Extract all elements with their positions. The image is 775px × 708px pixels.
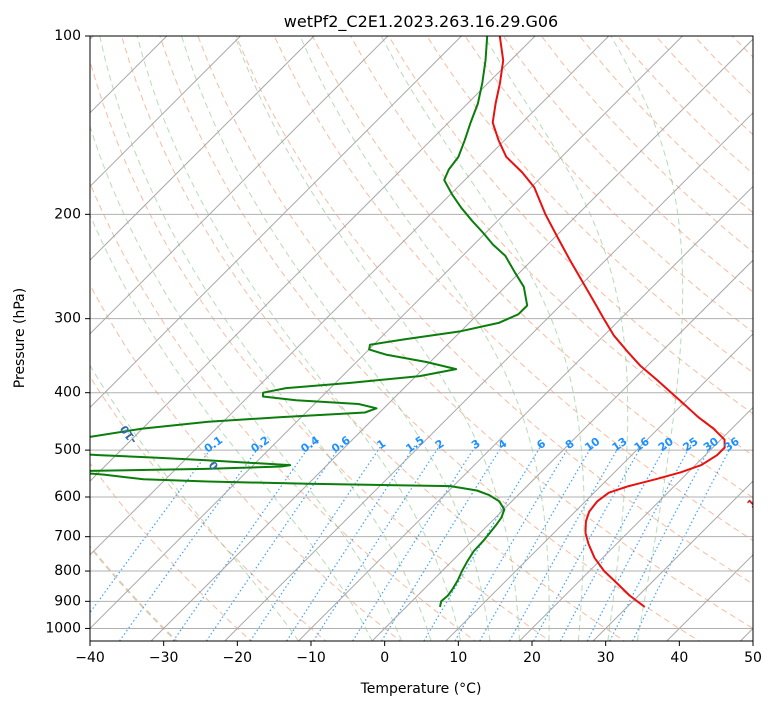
dewpoint-line [90, 36, 529, 608]
dry-adiabat-line [426, 36, 753, 374]
y-tick-label: 100 [54, 28, 81, 44]
moist-adiabat-line [234, 36, 520, 641]
y-tick-label: 300 [54, 311, 81, 327]
dry-adiabat-line [235, 36, 753, 585]
x-tick-label: 50 [744, 650, 762, 666]
moist-adiabat-line [136, 36, 461, 641]
isotherm-line [90, 36, 389, 335]
moist-adiabat-line [483, 36, 629, 641]
mixing-ratio-line [286, 444, 416, 641]
isotherms [90, 36, 753, 641]
isotherm-line [90, 36, 315, 261]
isotherm-line [90, 36, 683, 630]
isotherm-line [592, 480, 753, 641]
y-tick-label: 500 [54, 442, 81, 458]
x-tick-label: −30 [149, 650, 179, 666]
x-tick-label: 0 [380, 650, 389, 666]
mixing-ratio-line [249, 444, 383, 641]
y-tick-label: 700 [54, 529, 81, 545]
y-tick-label: 600 [54, 489, 81, 505]
plot-frame [89, 35, 754, 642]
mixing-ratio-line [454, 444, 571, 641]
mixing-ratio-line [609, 444, 712, 641]
y-tick-label: 900 [54, 593, 81, 609]
x-tick-label: 20 [523, 650, 541, 666]
y-tick-label: 200 [54, 206, 81, 222]
x-tick-label: 40 [670, 650, 688, 666]
temperature-line [491, 36, 726, 608]
isotherm-line [298, 185, 753, 641]
mixing-ratio-line [119, 444, 261, 641]
isotherm-line [224, 112, 753, 641]
y-tick-label: 400 [54, 385, 81, 401]
profile-lines [90, 36, 726, 608]
y-axis-label: Pressure (hPa) [12, 288, 28, 388]
moist-adiabat-line [610, 36, 684, 641]
moist-adiabat-label: 10 [745, 491, 765, 511]
dry-adiabat-line [350, 36, 753, 457]
dry-adiabat-line [464, 36, 753, 333]
moist-adiabat-line [380, 36, 585, 641]
x-tick-label: −10 [296, 650, 326, 666]
moist-adiabat-line [99, 36, 432, 641]
mixing-ratio-line [509, 444, 621, 641]
moist-adiabat-line [299, 36, 550, 641]
isotherm-line [90, 36, 610, 556]
isotherm-line [90, 36, 462, 409]
pressure-gridlines [90, 36, 753, 629]
mixing-ratio-line [632, 444, 733, 641]
x-tick-label: −40 [75, 650, 105, 666]
axis-ticks: −40 −30 −20 −10 0 10 20 30 40 50 100 200 300 400 500 60… [45, 28, 762, 666]
mixing-ratio-line [205, 444, 342, 641]
dry-adiabat-line [388, 36, 753, 415]
mixing-ratio-line [423, 444, 543, 641]
dry-adiabat-line [502, 36, 753, 293]
isotherm-line [150, 38, 753, 641]
isotherm-line [90, 36, 241, 188]
chart-title: wetPf2_C2E1.2023.263.16.29.G06 [284, 12, 558, 32]
dry-adiabat-line [311, 36, 753, 499]
x-tick-label: −20 [223, 650, 253, 666]
x-axis-label: Temperature (°C) [360, 681, 482, 697]
x-tick-label: 30 [597, 650, 615, 666]
isotherm-line [371, 259, 753, 641]
isotherm-line [445, 333, 753, 641]
x-tick-label: 10 [449, 650, 467, 666]
isotherm-line [90, 36, 536, 482]
y-tick-label: 1000 [45, 620, 81, 636]
y-tick-label: 800 [54, 563, 81, 579]
moist-adiabat-line [90, 213, 373, 641]
mixing-ratio-line [172, 444, 311, 641]
dry-adiabat-line [273, 36, 753, 542]
mixing-ratio-line [352, 444, 477, 641]
isotherm-line [519, 406, 753, 641]
mixing-ratio-line [312, 444, 441, 641]
